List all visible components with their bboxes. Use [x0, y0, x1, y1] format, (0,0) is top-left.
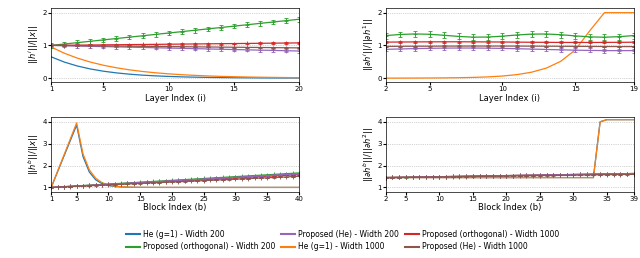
Y-axis label: $||h^b||/||x||$: $||h^b||/||x||$	[27, 134, 41, 175]
X-axis label: Layer Index (i): Layer Index (i)	[479, 94, 540, 103]
Y-axis label: $||\partial h^i||/||\partial h^1||$: $||\partial h^i||/||\partial h^1||$	[362, 19, 376, 71]
Y-axis label: $||h^i||/||x||$: $||h^i||/||x||$	[27, 25, 41, 64]
Y-axis label: $||\partial h^b||/||\partial h^2||$: $||\partial h^b||/||\partial h^2||$	[362, 127, 376, 182]
X-axis label: Layer Index (i): Layer Index (i)	[145, 94, 205, 103]
X-axis label: Block Index (b): Block Index (b)	[143, 203, 207, 212]
Legend: He (g=1) - Width 200, Proposed (orthogonal) - Width 200, Proposed (He) - Width 2: He (g=1) - Width 200, Proposed (orthogon…	[126, 230, 559, 251]
X-axis label: Block Index (b): Block Index (b)	[478, 203, 541, 212]
